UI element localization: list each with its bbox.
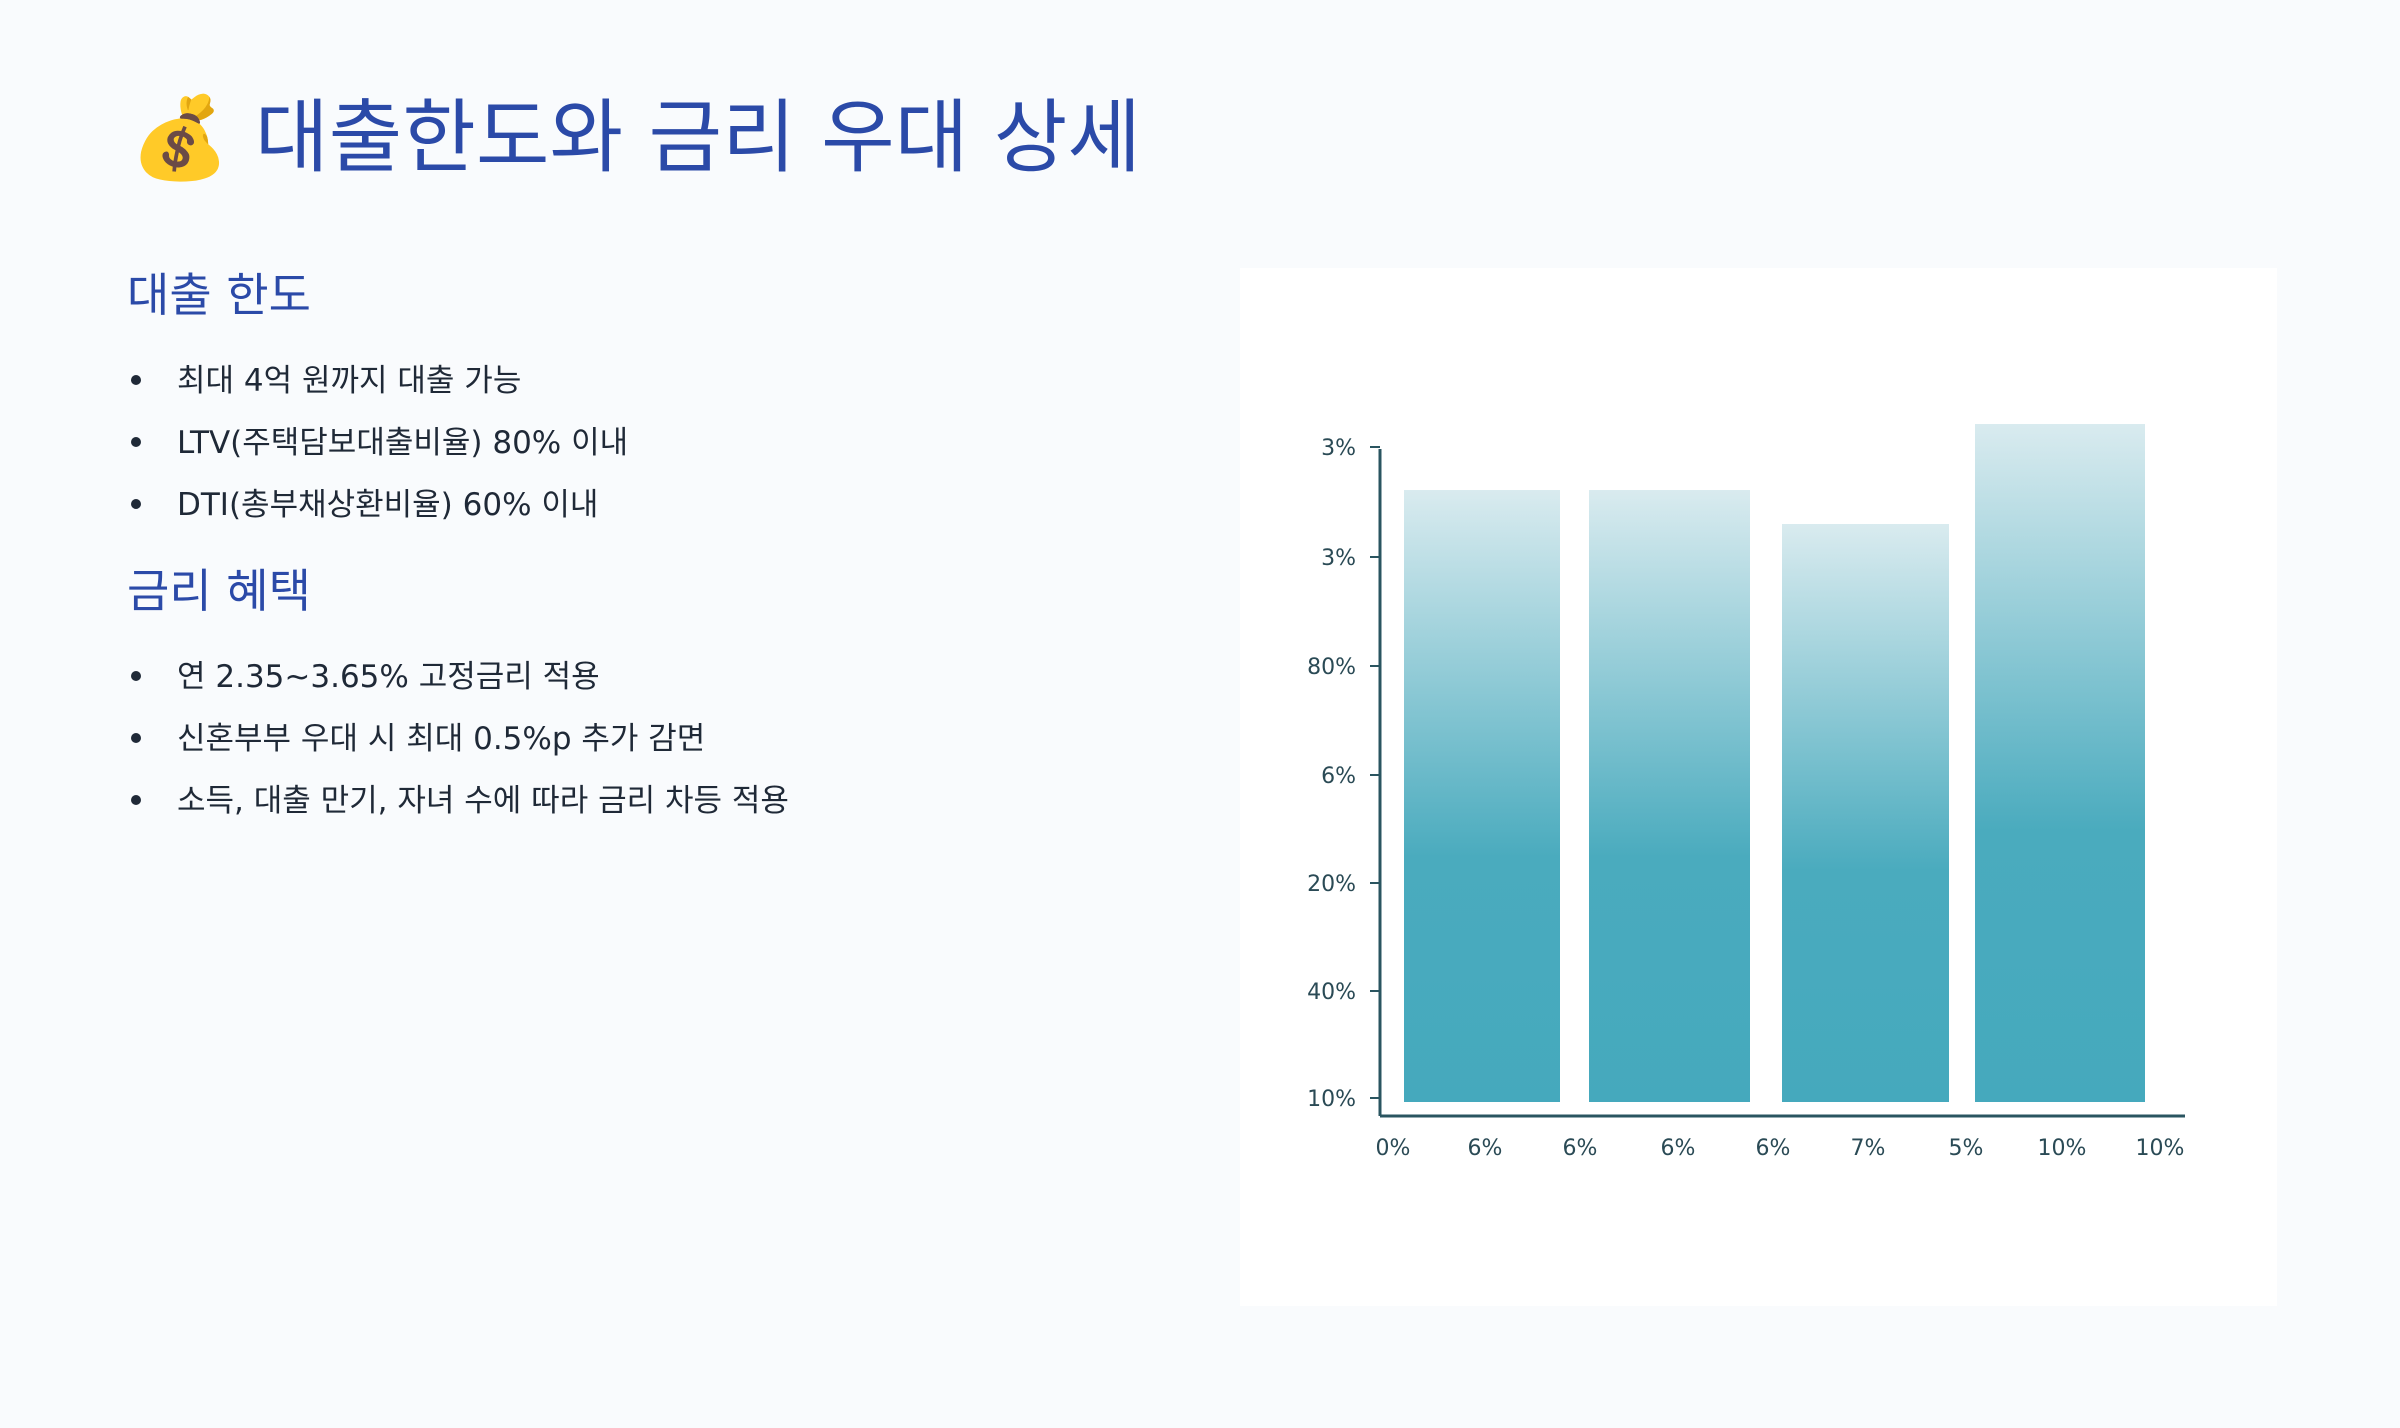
page-title: 💰 대출한도와 금리 우대 상세 (130, 91, 1141, 185)
y-tick-label: 20% (1307, 872, 1356, 897)
bullet (131, 733, 141, 743)
bullet (131, 437, 141, 447)
y-tick-label: 3% (1321, 436, 1356, 461)
x-tick-label: 0% (1376, 1136, 1411, 1161)
y-tick-label: 3% (1321, 546, 1356, 571)
bullet-text: 신혼부부 우대 시 최대 0.5%p 추가 감면 (177, 721, 705, 757)
x-tick-label: 7% (1851, 1136, 1886, 1161)
bullet-text: LTV(주택담보대출비율) 80% 이내 (177, 425, 628, 461)
bullet-text: 소득, 대출 만기, 자녀 수에 따라 금리 차등 적용 (177, 783, 789, 819)
y-tick-label: 80% (1307, 655, 1356, 680)
section-heading: 금리 혜택 (127, 564, 311, 618)
bullet-text: DTI(총부채상환비율) 60% 이내 (177, 487, 598, 523)
bullet-text: 최대 4억 원까지 대출 가능 (177, 363, 521, 399)
bullet (131, 671, 141, 681)
bar (1975, 424, 2145, 1102)
x-tick-label: 6% (1661, 1136, 1696, 1161)
x-tick-label: 10% (2136, 1136, 2185, 1161)
bullet (131, 375, 141, 385)
x-tick-label: 6% (1756, 1136, 1791, 1161)
bar (1589, 490, 1750, 1102)
x-tick-label: 6% (1468, 1136, 1503, 1161)
bullet (131, 499, 141, 509)
y-tick-label: 40% (1307, 980, 1356, 1005)
y-tick-label: 10% (1307, 1087, 1356, 1112)
bar (1782, 524, 1949, 1102)
section-heading: 대출 한도 (127, 268, 311, 322)
x-tick-label: 6% (1563, 1136, 1598, 1161)
bullet (131, 795, 141, 805)
bullet-text: 연 2.35~3.65% 고정금리 적용 (177, 659, 600, 695)
bar (1404, 490, 1560, 1102)
x-tick-label: 10% (2038, 1136, 2087, 1161)
x-tick-label: 5% (1949, 1136, 1984, 1161)
y-tick-label: 6% (1321, 764, 1356, 789)
